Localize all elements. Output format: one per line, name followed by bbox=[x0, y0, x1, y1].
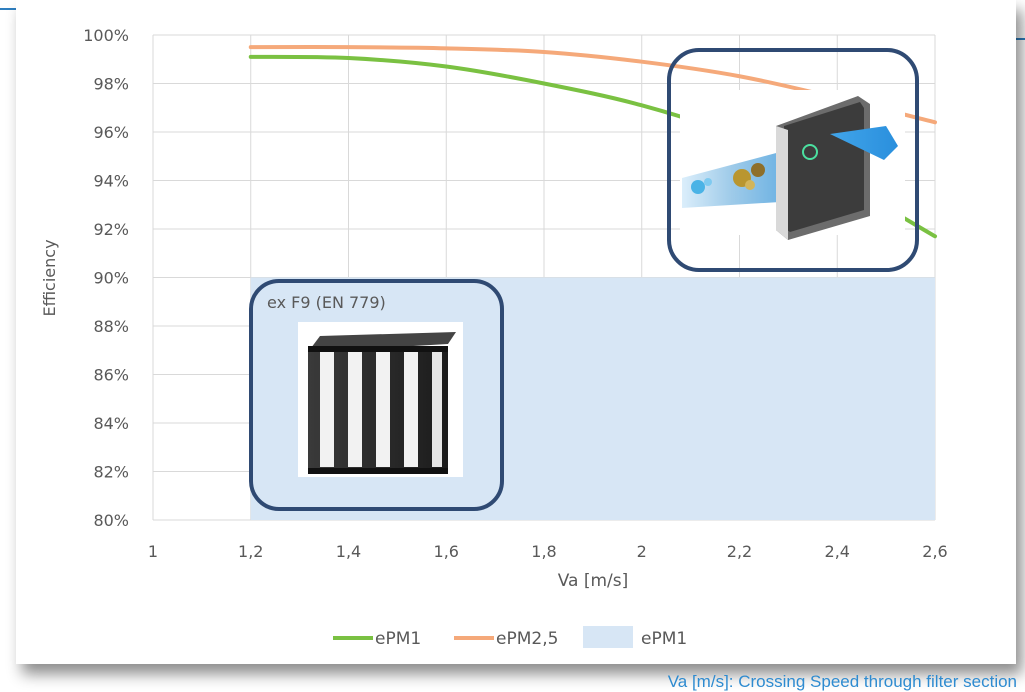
y-tick-label: 98% bbox=[93, 75, 129, 94]
footnote: Va [m/s]: Crossing Speed through filter … bbox=[667, 672, 1017, 691]
x-tick-label: 1,6 bbox=[434, 542, 459, 561]
airflow-callout-box bbox=[667, 48, 919, 272]
y-axis-label: Efficiency bbox=[40, 239, 59, 316]
y-axis-ticks: 80% 82% 84% 86% 88% 90% 92% 94% 96% 98% 100% bbox=[83, 26, 129, 530]
y-tick-label: 88% bbox=[93, 317, 129, 336]
x-tick-label: 1,4 bbox=[336, 542, 361, 561]
x-axis-ticks: 1 1,2 1,4 1,6 1,8 2 2,2 2,4 2,6 bbox=[148, 542, 948, 561]
legend: ePM1 ePM2,5 ePM1 bbox=[333, 626, 687, 649]
y-tick-label: 100% bbox=[83, 26, 129, 45]
filter-class-annotation: ex F9 (EN 779) bbox=[267, 293, 386, 312]
x-axis-label: Va [m/s] bbox=[558, 571, 629, 591]
y-tick-label: 92% bbox=[93, 220, 129, 239]
y-tick-label: 84% bbox=[93, 414, 129, 433]
y-tick-label: 96% bbox=[93, 123, 129, 142]
x-tick-label: 1 bbox=[148, 542, 158, 561]
x-tick-label: 1,2 bbox=[238, 542, 263, 561]
y-tick-label: 90% bbox=[93, 269, 129, 288]
filter-airflow-illustration-icon bbox=[680, 90, 905, 240]
legend-swatch-2 bbox=[583, 626, 633, 648]
x-tick-label: 2,6 bbox=[922, 542, 947, 561]
legend-label-2: ePM1 bbox=[641, 629, 687, 649]
y-tick-label: 86% bbox=[93, 366, 129, 385]
legend-label-1: ePM2,5 bbox=[496, 629, 558, 649]
y-tick-label: 82% bbox=[93, 463, 129, 482]
y-tick-label: 94% bbox=[93, 172, 129, 191]
accent-line-right bbox=[1013, 38, 1025, 40]
y-tick-label: 80% bbox=[93, 511, 129, 530]
bag-filter-callout-box bbox=[249, 279, 504, 511]
x-tick-label: 2 bbox=[637, 542, 647, 561]
v-bag-filter-icon bbox=[298, 322, 463, 477]
x-tick-label: 2,2 bbox=[727, 542, 752, 561]
x-tick-label: 2,4 bbox=[825, 542, 850, 561]
x-tick-label: 1,8 bbox=[531, 542, 556, 561]
legend-label-0: ePM1 bbox=[375, 629, 421, 649]
